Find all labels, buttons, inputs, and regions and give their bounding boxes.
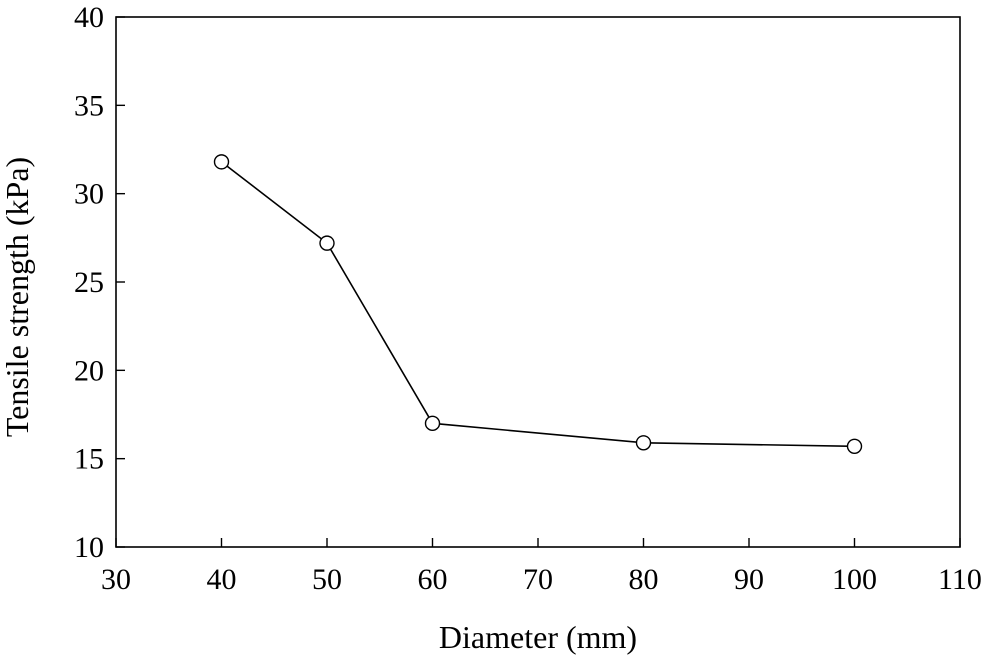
x-tick-label: 60 xyxy=(418,563,448,596)
y-tick-label: 30 xyxy=(74,178,104,211)
plot-frame xyxy=(115,16,961,548)
series-line xyxy=(221,161,855,448)
data-point xyxy=(319,235,335,251)
x-tick-label: 110 xyxy=(938,563,982,596)
x-tick-label: 30 xyxy=(101,563,131,596)
y-axis-ticks: 10 15 20 25 30 35 40 xyxy=(74,1,125,564)
data-point xyxy=(846,438,863,454)
y-tick-label: 15 xyxy=(74,443,104,476)
x-tick-label: 40 xyxy=(207,563,237,596)
x-axis-title: Diameter (mm) xyxy=(439,619,637,655)
y-tick-label: 10 xyxy=(74,531,104,564)
data-point xyxy=(424,415,441,432)
data-point xyxy=(213,154,230,170)
y-tick-label: 40 xyxy=(74,1,104,34)
y-tick-label: 35 xyxy=(74,89,104,122)
series-layer xyxy=(213,154,863,454)
x-axis-ticks: 30 40 50 60 70 80 90 100 110 xyxy=(101,538,982,596)
data-point xyxy=(635,435,652,451)
x-tick-label: 70 xyxy=(523,563,553,596)
y-tick-label: 25 xyxy=(74,266,104,299)
x-tick-label: 50 xyxy=(312,563,342,596)
y-tick-label: 20 xyxy=(74,354,104,387)
x-tick-label: 90 xyxy=(734,563,764,596)
x-tick-label: 80 xyxy=(629,563,659,596)
y-axis-title: Tensile strength (kPa) xyxy=(0,157,35,437)
x-tick-label: 100 xyxy=(832,563,877,596)
